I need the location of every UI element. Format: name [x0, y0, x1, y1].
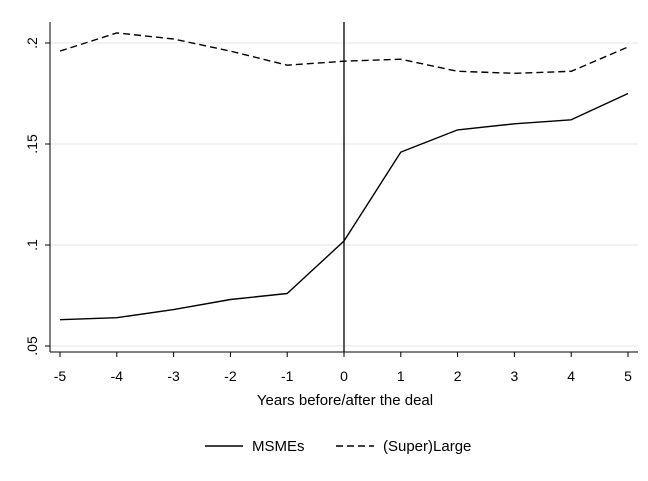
legend: MSMEs (Super)Large: [205, 438, 471, 455]
x-tick-label: 1: [397, 368, 405, 384]
y-tick-label: .15: [24, 134, 40, 154]
x-tick-label: -5: [54, 368, 67, 384]
legend-label-msmes: MSMEs: [252, 438, 305, 455]
x-tick-label: 5: [624, 368, 632, 384]
x-tick-label: 2: [454, 368, 462, 384]
x-tick-label: -1: [281, 368, 294, 384]
x-tick-label: -2: [224, 368, 237, 384]
axes: .05 .1 .15 .2 -5 -4 -3 -2 -1 0 1 2 3 4 5: [24, 22, 638, 384]
x-axis-title: Years before/after the deal: [257, 392, 433, 409]
y-tick-label: .05: [24, 336, 40, 356]
x-tick-label: 3: [511, 368, 519, 384]
series-lines: [59, 32, 629, 321]
y-tick-label: .1: [24, 239, 40, 251]
x-tick-label: 4: [567, 368, 575, 384]
series-line-super-large: [59, 32, 629, 75]
x-tick-label: 0: [340, 368, 348, 384]
x-tick-label: -4: [111, 368, 124, 384]
y-tick-label: .2: [24, 37, 40, 49]
series-line-msmes: [59, 92, 629, 321]
legend-label-super-large: (Super)Large: [383, 438, 471, 455]
x-tick-label: -3: [167, 368, 180, 384]
